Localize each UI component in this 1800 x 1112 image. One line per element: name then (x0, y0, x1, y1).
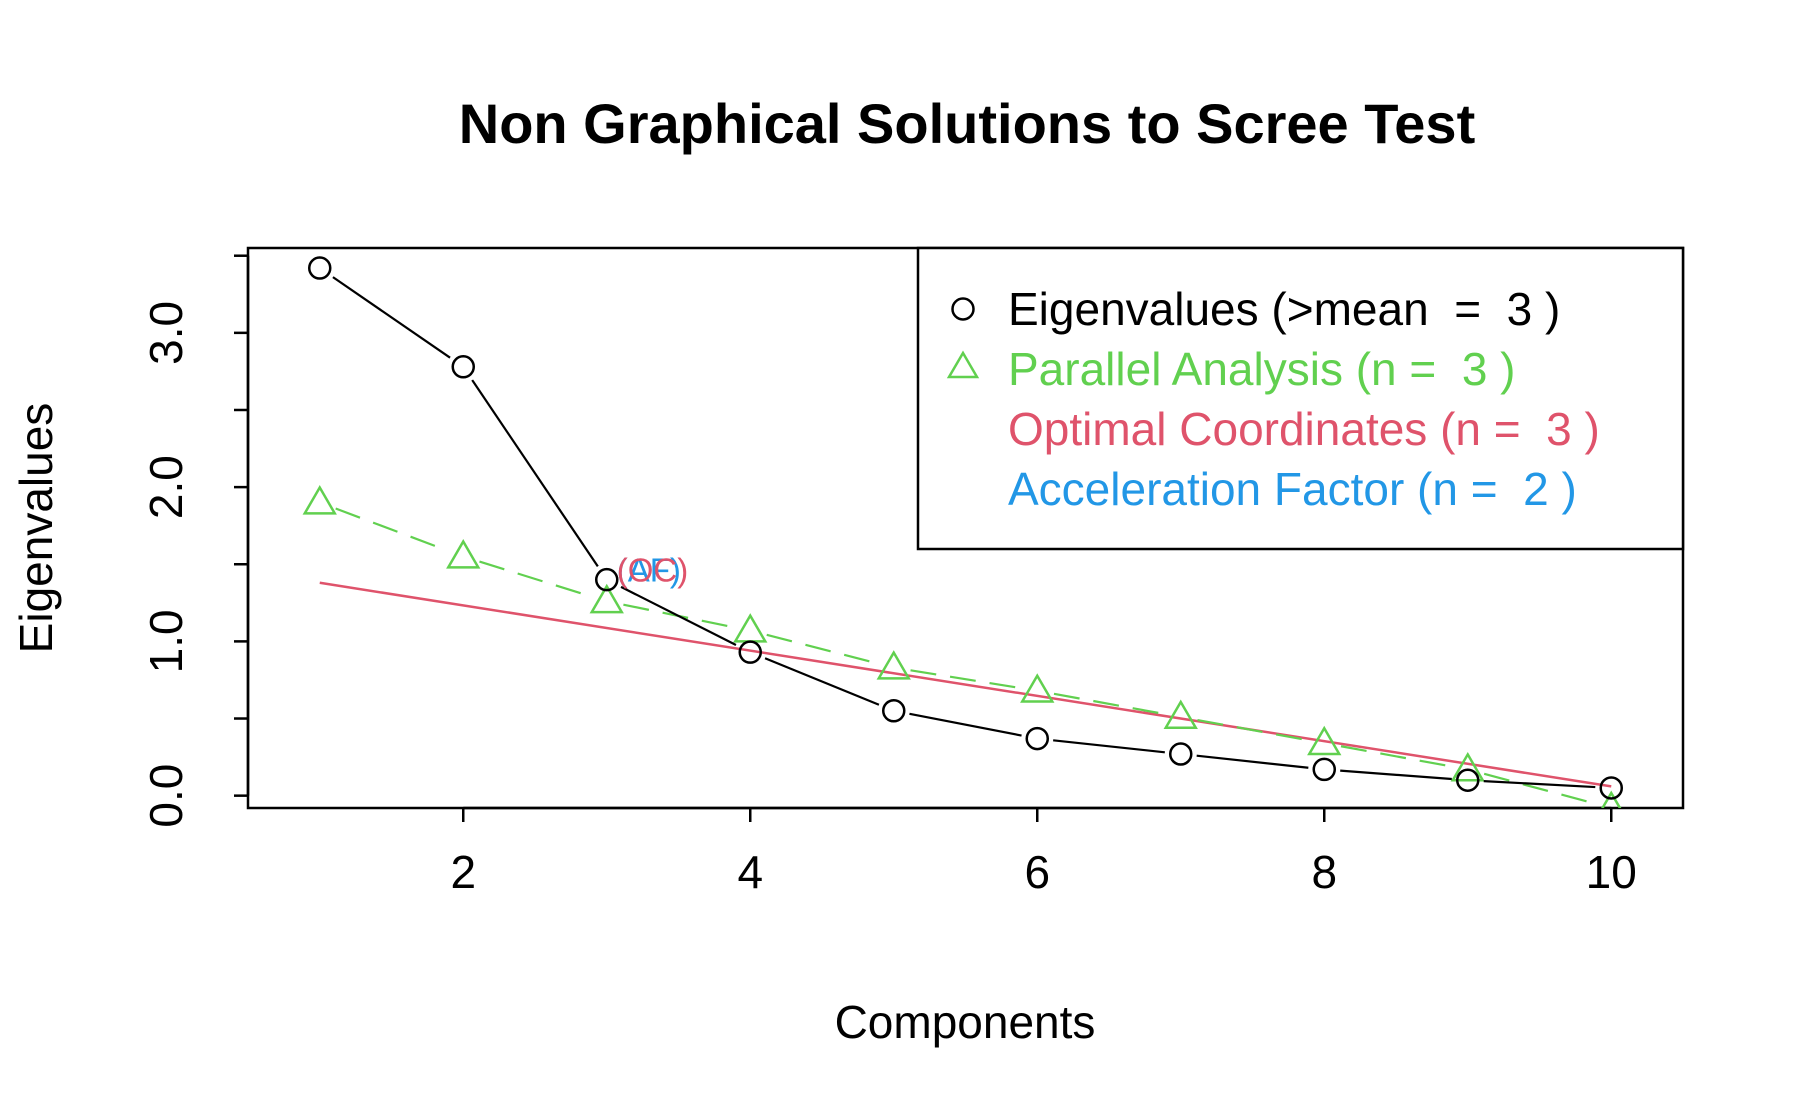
parallel-analysis-point (1307, 725, 1342, 756)
series-segment (1340, 745, 1452, 768)
series-segment (335, 507, 448, 552)
optimal-coordinates-line (319, 581, 1612, 788)
series-segment (1340, 769, 1452, 781)
x-axis-label: Components (835, 996, 1096, 1048)
eigenvalues-series (308, 256, 1623, 800)
legend-optimal-coordinates-label: Optimal Coordinates (n = 3 ) (1008, 403, 1600, 455)
legend-box (916, 246, 1685, 551)
eigenvalue-point (1169, 742, 1193, 766)
series-segment (471, 379, 599, 568)
legend: Eigenvalues (>mean = 3 ) Parallel Analys… (916, 246, 1685, 551)
legend-parallel-analysis-label: Parallel Analysis (n = 3 ) (1008, 343, 1516, 395)
x-tick-label: 8 (1311, 846, 1337, 898)
series-segment (479, 560, 591, 598)
series-segment (620, 585, 737, 646)
x-tick-label: 4 (737, 846, 763, 898)
series-segment (332, 276, 451, 359)
series-segment (1483, 779, 1596, 789)
chart-title: Non Graphical Solutions to Scree Test (459, 92, 1475, 155)
series-segment (1053, 739, 1165, 754)
legend-eigenvalues-label: Eigenvalues (>mean = 3 ) (1008, 283, 1560, 335)
series-segment (766, 633, 878, 665)
eigenvalue-point (738, 640, 762, 664)
eigenvalue-point (1025, 726, 1049, 751)
x-tick-label: 10 (1586, 846, 1637, 898)
legend-parallel-analysis-marker (946, 350, 980, 379)
eigenvalue-point (882, 699, 906, 723)
y-tick-label: 0.0 (140, 764, 192, 828)
series-segment (1197, 718, 1308, 742)
eigenvalue-point (451, 355, 475, 379)
series-segment (764, 657, 880, 706)
annotations: (AF)(OC) (617, 552, 688, 589)
y-tick-label: 3.0 (140, 301, 192, 365)
eigenvalue-point (1456, 768, 1480, 792)
series-segment (1483, 772, 1596, 805)
x-axis: 2 4 6 8 10 (450, 806, 1637, 898)
parallel-analysis-point (1163, 699, 1198, 730)
eigenvalue-point (1312, 757, 1336, 782)
parallel-analysis-point (1601, 790, 1622, 808)
eigenvalue-point (1599, 776, 1623, 800)
y-tick-label: 2.0 (140, 455, 192, 519)
x-tick-label: 6 (1024, 846, 1050, 898)
annotation-label: (OC) (617, 552, 688, 589)
series-segment (910, 669, 1021, 690)
eigenvalue-point (308, 256, 332, 280)
series-segment (1196, 754, 1309, 769)
parallel-analysis-point (876, 650, 911, 680)
parallel-analysis-point (733, 613, 768, 643)
series-segment (909, 712, 1022, 737)
annotation-label: (AF) (617, 552, 681, 589)
y-tick-label: 1.0 (140, 609, 192, 673)
x-tick-label: 2 (450, 846, 476, 898)
optimal-coordinates-line-segment (319, 581, 1612, 788)
series-segment (1053, 692, 1165, 716)
parallel-analysis-point (1020, 673, 1055, 703)
y-axis: 0.0 1.0 2.0 3.0 (140, 254, 250, 828)
y-axis-label: Eigenvalues (10, 403, 62, 654)
parallel-analysis-point (589, 583, 624, 614)
parallel-analysis-point (302, 485, 337, 515)
legend-acceleration-factor-label: Acceleration Factor (n = 2 ) (1008, 463, 1577, 515)
eigenvalue-point (595, 567, 619, 592)
legend-eigenvalues-marker (951, 297, 975, 321)
parallel-analysis-point (1450, 751, 1485, 782)
parallel-analysis-point (446, 539, 481, 569)
